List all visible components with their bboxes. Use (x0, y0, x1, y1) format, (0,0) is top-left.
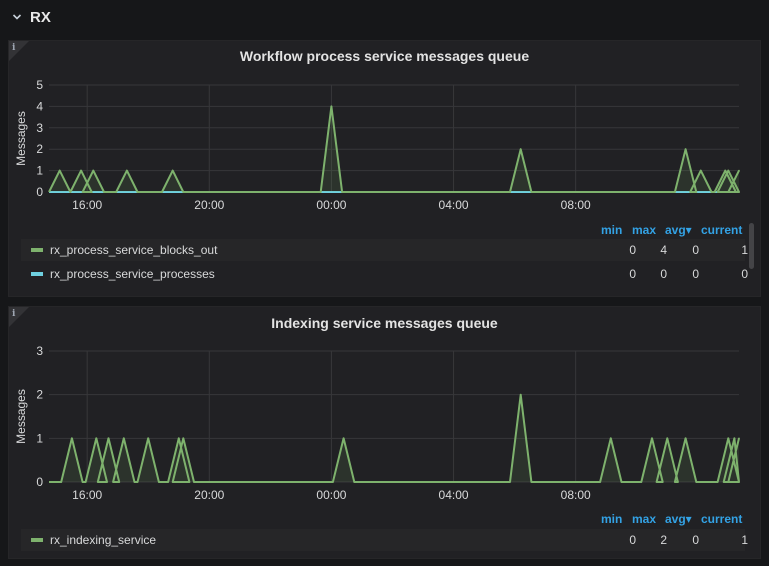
data-point (71, 437, 73, 440)
series-swatch (31, 538, 43, 542)
data-point (519, 148, 522, 150)
panel-info-corner[interactable] (9, 307, 29, 327)
data-point (651, 437, 653, 440)
series-max: 0 (660, 267, 667, 281)
panel-indexing-queue: i Indexing service messages queue 0 1 2 3 16… (8, 306, 761, 559)
legend-item[interactable]: rx_process_service_processes 0 0 0 0 (21, 263, 748, 285)
legend-item[interactable]: rx_indexing_service 0 2 0 1 (21, 529, 748, 551)
data-point (342, 437, 345, 440)
data-point (58, 169, 61, 172)
x-tick-label: 08:00 (561, 488, 591, 502)
series-avg: 0 (692, 243, 699, 257)
y-tick-label: 1 (36, 164, 43, 178)
x-tick-label: 08:00 (561, 198, 591, 212)
data-point (177, 437, 180, 440)
data-point (171, 169, 174, 172)
data-point (123, 437, 125, 440)
data-point (330, 105, 333, 108)
data-point (92, 169, 95, 172)
data-point (126, 169, 128, 172)
data-point (738, 169, 740, 172)
y-axis-label: Messages (14, 111, 28, 166)
series-current: 1 (741, 243, 748, 257)
y-tick-label: 0 (36, 475, 43, 489)
data-point (182, 437, 185, 440)
data-point (147, 437, 150, 440)
y-tick-label: 0 (36, 185, 43, 199)
series-max: 2 (660, 533, 667, 547)
data-point (609, 437, 612, 440)
row-title: RX (30, 8, 51, 26)
series-name[interactable]: rx_indexing_service (50, 533, 157, 547)
chart-indexing-queue[interactable]: 012316:0020:0000:0004:0008:0012:00Messag… (9, 307, 762, 512)
info-icon[interactable]: i (12, 43, 16, 53)
y-tick-label: 4 (36, 99, 43, 113)
panel-info-corner[interactable] (9, 41, 29, 61)
legend-col-min[interactable]: min (601, 223, 623, 237)
data-point (727, 437, 730, 440)
chart-workflow-queue[interactable]: 01234516:0020:0000:0004:0008:0012:00Mess… (9, 41, 762, 221)
series-avg: 0 (692, 533, 699, 547)
series-line (48, 105, 740, 193)
y-tick-label: 5 (36, 78, 43, 92)
legend-col-avg[interactable]: avg▾ (665, 223, 692, 237)
y-tick-label: 2 (36, 388, 43, 402)
x-tick-label: 16:00 (72, 198, 102, 212)
chevron-down-icon[interactable] (12, 12, 22, 22)
legend-col-current[interactable]: current (701, 512, 743, 526)
series-swatch (31, 272, 43, 276)
series-avg: 0 (692, 267, 699, 281)
x-tick-label: 16:00 (72, 488, 102, 502)
x-tick-label: 20:00 (194, 488, 224, 502)
panel-workflow-queue: i Workflow process service messages queu… (8, 40, 761, 297)
series-min: 0 (629, 243, 636, 257)
legend-item[interactable]: rx_process_service_blocks_out 0 4 0 1 (21, 239, 748, 261)
y-axis-label: Messages (14, 389, 28, 444)
data-point (684, 437, 687, 440)
data-point (738, 437, 740, 440)
data-point (700, 169, 702, 172)
data-point (107, 437, 110, 440)
y-tick-label: 3 (36, 344, 43, 358)
y-tick-label: 1 (36, 431, 43, 445)
series-min: 0 (629, 533, 636, 547)
y-tick-label: 3 (36, 121, 43, 135)
series-current: 1 (741, 533, 748, 547)
data-point (724, 169, 727, 172)
x-tick-label: 20:00 (194, 198, 224, 212)
row-header[interactable]: RX (0, 0, 769, 34)
panel-title[interactable]: Indexing service messages queue (271, 315, 498, 331)
data-point (727, 169, 730, 172)
info-icon[interactable]: i (12, 309, 16, 319)
series-name[interactable]: rx_process_service_blocks_out (50, 243, 218, 257)
x-tick-label: 04:00 (439, 488, 469, 502)
x-tick-label: 00:00 (316, 198, 346, 212)
x-tick-label: 04:00 (439, 198, 469, 212)
y-tick-label: 2 (36, 142, 43, 156)
series-min: 0 (629, 267, 636, 281)
legend-col-avg[interactable]: avg▾ (665, 512, 692, 526)
legend-col-max[interactable]: max (632, 223, 657, 237)
legend-col-max[interactable]: max (632, 512, 657, 526)
data-point (95, 437, 98, 440)
x-tick-label: 00:00 (316, 488, 346, 502)
series-current: 0 (741, 267, 748, 281)
panel-title[interactable]: Workflow process service messages queue (239, 48, 530, 64)
series-swatch (31, 248, 43, 252)
legend-scrollbar[interactable] (749, 223, 754, 269)
data-point (519, 393, 522, 396)
series-line (49, 393, 740, 483)
legend-col-min[interactable]: min (601, 512, 623, 526)
data-point (684, 148, 687, 150)
data-point (666, 437, 669, 440)
data-point (80, 169, 82, 172)
data-point (733, 437, 736, 440)
legend-col-current[interactable]: current (701, 223, 743, 237)
series-max: 4 (660, 243, 667, 257)
series-name[interactable]: rx_process_service_processes (50, 267, 215, 281)
